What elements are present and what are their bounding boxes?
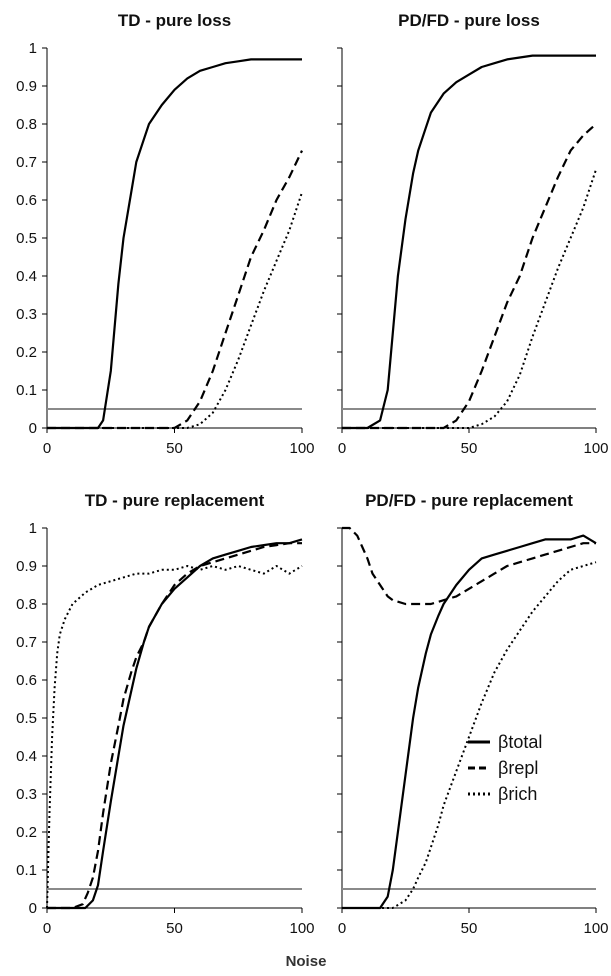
- x-tick-label: 50: [166, 440, 183, 457]
- y-tick-label: 0.7: [16, 154, 37, 171]
- panel-3: TD - pure replacement 0 0.1 0.2 0.3 0.4 0.5 0.6…: [16, 491, 314, 937]
- y-tick-label: 0.2: [16, 344, 37, 361]
- series-line-solid: [342, 534, 597, 910]
- y-tick-label: 0.4: [16, 268, 37, 285]
- series-line-dashed: [342, 526, 596, 606]
- series-line-solid: [47, 58, 302, 430]
- panel-4: PD/FD - pure replacement 0 50 100: [337, 491, 609, 937]
- y-tick-label: 1: [29, 40, 37, 57]
- legend: βtotal βrepl βrich: [468, 732, 542, 804]
- x-tick-label: 50: [461, 440, 478, 457]
- y-tick-label: 0.6: [16, 192, 37, 209]
- y-tick-label: 0.1: [16, 862, 37, 879]
- x-tick-label: 100: [289, 440, 314, 457]
- x-axis-label: Noise: [286, 953, 327, 970]
- y-tick-label: 0.8: [16, 596, 37, 613]
- x-tick-label: 100: [583, 440, 608, 457]
- series-line-dotted: [342, 169, 597, 429]
- y-tick-label: 0.5: [16, 710, 37, 727]
- y-tick-label: 0.9: [16, 558, 37, 575]
- series-line-dotted: [342, 561, 597, 909]
- panel-title: TD - pure loss: [118, 11, 231, 30]
- x-tick-label: 0: [43, 440, 51, 457]
- y-tick-label: 0: [29, 900, 37, 917]
- series-line-dashed: [47, 150, 303, 430]
- y-tick-label: 0.9: [16, 78, 37, 95]
- y-tick-label: 0.7: [16, 634, 37, 651]
- series-line-dashed: [342, 123, 597, 430]
- legend-label: βrich: [498, 784, 537, 804]
- x-tick-label: 100: [289, 920, 314, 937]
- x-tick-label: 50: [461, 920, 478, 937]
- y-tick-label: 1: [29, 520, 37, 537]
- series-line-dashed: [47, 542, 302, 910]
- series-line-solid: [342, 54, 596, 430]
- y-tick-label: 0.8: [16, 116, 37, 133]
- panel-1: TD - pure loss 0 0.1 0.2 0.3 0.4 0.5 0.6 0.7 0.8 0…: [16, 11, 314, 457]
- panel-2: PD/FD - pure loss 0 50 100: [337, 11, 609, 457]
- y-tick-label: 0.2: [16, 824, 37, 841]
- x-tick-label: 0: [43, 920, 51, 937]
- y-tick-label: 0.5: [16, 230, 37, 247]
- x-tick-label: 0: [338, 440, 346, 457]
- series-line-solid: [47, 538, 303, 910]
- y-tick-label: 0.4: [16, 748, 37, 765]
- x-tick-label: 100: [583, 920, 608, 937]
- x-tick-label: 0: [338, 920, 346, 937]
- panel-title: PD/FD - pure replacement: [365, 491, 573, 510]
- panel-title: TD - pure replacement: [85, 491, 265, 510]
- y-tick-label: 0.3: [16, 306, 37, 323]
- y-tick-label: 0: [29, 420, 37, 437]
- y-tick-label: 0.3: [16, 786, 37, 803]
- legend-label: βrepl: [498, 758, 538, 778]
- x-tick-label: 50: [166, 920, 183, 937]
- panel-title: PD/FD - pure loss: [398, 11, 540, 30]
- series-line-dotted: [46, 565, 303, 909]
- legend-label: βtotal: [498, 732, 542, 752]
- y-tick-label: 0.1: [16, 382, 37, 399]
- y-tick-label: 0.6: [16, 672, 37, 689]
